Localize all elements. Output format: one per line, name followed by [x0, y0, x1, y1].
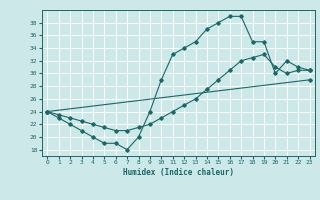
X-axis label: Humidex (Indice chaleur): Humidex (Indice chaleur) [123, 168, 234, 177]
